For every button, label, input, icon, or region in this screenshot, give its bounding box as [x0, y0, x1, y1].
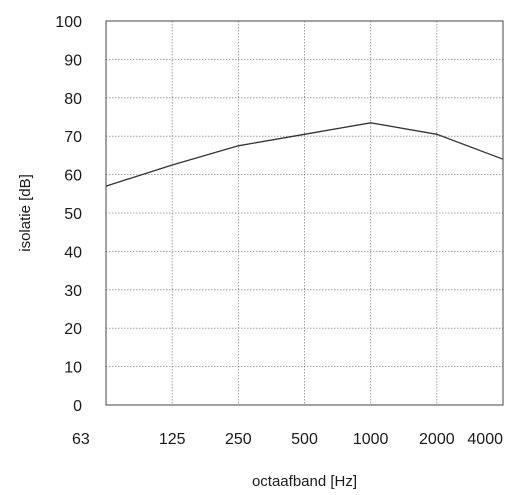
y-axis-title: isolatie [dB]: [17, 174, 34, 252]
y-tick-labels: 0 10 20 30 40 50 60 70 80 90 100: [55, 14, 82, 415]
x-tick-labels: 63 125 250 500 1000 2000 4000: [72, 431, 503, 448]
plot-area-frame: [105, 20, 504, 406]
y-tick-label: 70: [64, 129, 82, 146]
y-tick-label: 80: [64, 91, 82, 108]
x-tick-label: 500: [291, 431, 318, 448]
x-tick-label: 1000: [353, 431, 389, 448]
x-tick-label: 125: [159, 431, 186, 448]
y-tick-label: 50: [64, 206, 82, 223]
y-tick-label: 0: [73, 398, 82, 415]
y-tick-label: 10: [64, 360, 82, 377]
y-tick-label: 30: [64, 283, 82, 300]
y-tick-label: 40: [64, 244, 82, 261]
series-line: [105, 122, 504, 187]
x-axis-title: octaafband [Hz]: [252, 473, 357, 490]
x-tick-label: 4000: [467, 431, 503, 448]
y-tick-label: 60: [64, 168, 82, 185]
y-tick-label: 100: [55, 14, 82, 31]
x-tick-label: 2000: [419, 431, 455, 448]
x-tick-label: 63: [72, 431, 90, 448]
y-tick-label: 20: [64, 321, 82, 338]
x-gridlines: [171, 21, 438, 405]
y-tick-label: 90: [64, 52, 82, 69]
x-tick-label: 250: [225, 431, 252, 448]
